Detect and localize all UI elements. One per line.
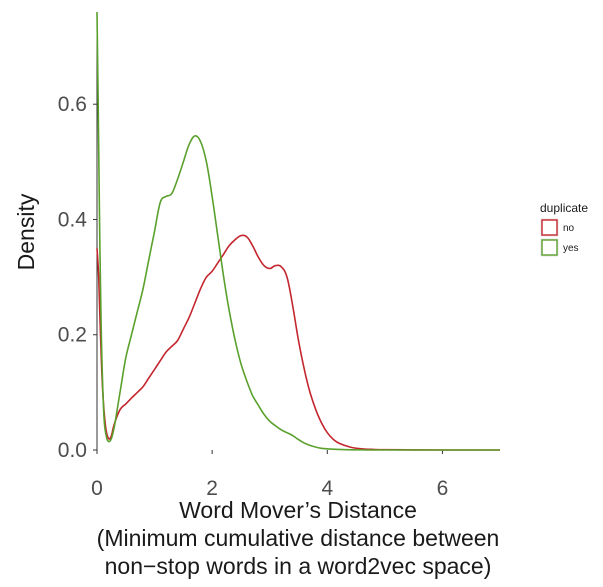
x-tick-label: 2 xyxy=(206,477,218,500)
legend-key-yes xyxy=(541,239,558,256)
legend-key-no xyxy=(541,219,558,236)
x-tick-label: 6 xyxy=(437,477,449,500)
x-ticks: 0 2 4 6 xyxy=(91,450,448,500)
y-tick-label: 0.0 xyxy=(58,439,87,462)
y-ticks: 0.0 0.2 0.4 0.6 xyxy=(58,93,97,462)
x-tick-label: 4 xyxy=(321,477,333,500)
y-axis-title: Density xyxy=(13,193,39,270)
legend-key-box xyxy=(540,218,559,237)
legend-label-yes: yes xyxy=(563,243,579,254)
y-tick-label: 0.6 xyxy=(58,93,87,116)
x-axis-title-line-2: (Minimum cumulative distance between xyxy=(97,525,500,551)
legend-title: duplicate xyxy=(540,201,588,215)
legend-label-no: no xyxy=(563,223,575,234)
x-axis-title-line-1: Word Mover’s Distance xyxy=(179,497,417,523)
series-lines xyxy=(96,11,500,451)
x-axis-title-line-3: non−stop words in a word2vec space) xyxy=(105,553,492,579)
legend-items: no yes xyxy=(540,218,579,257)
x-tick-label: 0 xyxy=(91,477,103,500)
series-line-yes xyxy=(96,11,500,451)
series-line-no xyxy=(96,234,500,451)
y-tick-label: 0.4 xyxy=(58,208,88,231)
legend: duplicate no yes xyxy=(540,201,588,257)
y-tick-label: 0.2 xyxy=(58,324,87,347)
legend-key-box xyxy=(540,238,559,257)
